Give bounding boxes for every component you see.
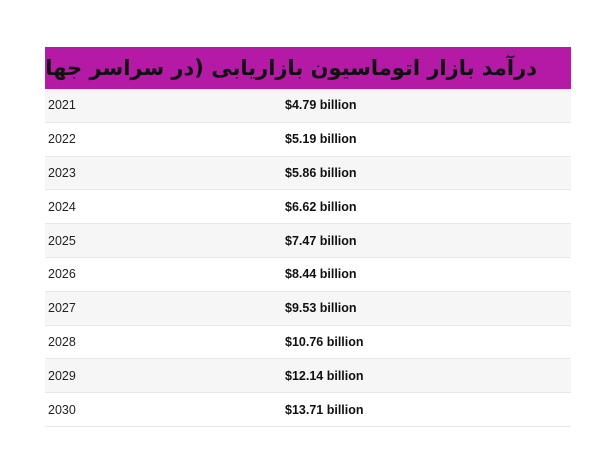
table-row: 2030 $13.71 billion <box>45 393 571 427</box>
table-row: 2025 $7.47 billion <box>45 224 571 258</box>
revenue-table: درآمد بازار اتوماسیون بازاریابی (در سراس… <box>45 47 571 427</box>
revenue-cell: $9.53 billion <box>285 301 357 316</box>
table-row: 2024 $6.62 billion <box>45 190 571 225</box>
table-row: 2029 $12.14 billion <box>45 359 571 394</box>
year-cell: 2030 <box>48 402 76 417</box>
table-row: 2028 $10.76 billion <box>45 325 571 360</box>
year-cell: 2024 <box>48 199 76 214</box>
year-cell: 2025 <box>48 233 76 248</box>
table-row: 2023 $5.86 billion <box>45 156 571 191</box>
year-cell: 2027 <box>48 301 76 316</box>
table-body: 2021 $4.79 billion 2022 $5.19 billion 2023 $5… <box>45 89 571 427</box>
table-row: 2027 $9.53 billion <box>45 291 571 326</box>
revenue-cell: $4.79 billion <box>285 98 357 113</box>
year-cell: 2028 <box>48 334 76 349</box>
revenue-cell: $13.71 billion <box>285 402 364 417</box>
revenue-cell: $6.62 billion <box>285 199 357 214</box>
table-row: 2026 $8.44 billion <box>45 257 571 292</box>
revenue-cell: $12.14 billion <box>285 368 364 383</box>
year-cell: 2021 <box>48 98 76 113</box>
revenue-cell: $10.76 billion <box>285 334 364 349</box>
revenue-cell: $5.19 billion <box>285 132 357 147</box>
revenue-cell: $7.47 billion <box>285 233 357 248</box>
table-title: درآمد بازار اتوماسیون بازاریابی (در سراس… <box>45 47 571 89</box>
table-row: 2021 $4.79 billion <box>45 89 571 123</box>
year-cell: 2022 <box>48 132 76 147</box>
revenue-cell: $8.44 billion <box>285 267 357 282</box>
table-row: 2022 $5.19 billion <box>45 122 571 157</box>
year-cell: 2023 <box>48 165 76 180</box>
year-cell: 2026 <box>48 267 76 282</box>
revenue-cell: $5.86 billion <box>285 165 357 180</box>
year-cell: 2029 <box>48 368 76 383</box>
